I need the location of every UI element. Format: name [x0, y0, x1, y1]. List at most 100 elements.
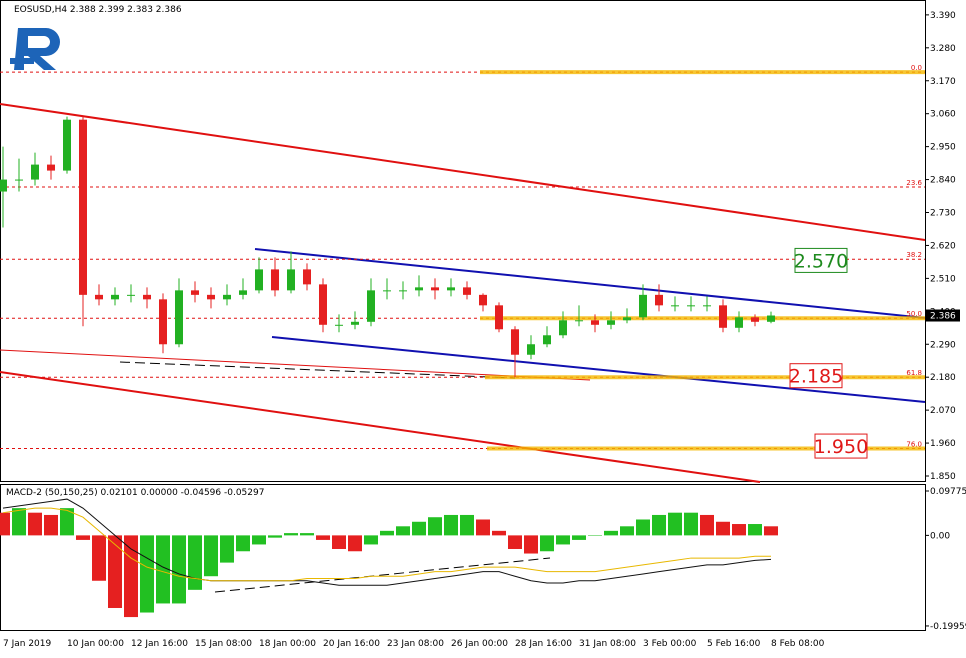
y-tick-label: 3.060 [930, 110, 956, 120]
price-title: EOSUSD,H4 2.388 2.399 2.383 2.386 [14, 5, 182, 15]
macd-bar [700, 514, 714, 536]
candle-body [383, 290, 391, 292]
macd-title: MACD-2 (50,150,25) 0.02101 0.00000 -0.04… [6, 488, 264, 498]
candle-body [719, 305, 727, 328]
fib-label: 0.0 [911, 64, 922, 72]
target-box [814, 433, 868, 459]
candle-body [15, 179, 23, 181]
candle-body [175, 290, 183, 345]
price-frame [0, 0, 926, 482]
y-tick-label: 2.180 [930, 373, 956, 383]
x-tick-label: 3 Feb 00:00 [643, 639, 697, 649]
y-tick-label: 2.510 [930, 274, 956, 284]
y-tick-label: 0.00 [930, 531, 950, 541]
candle-body [31, 164, 39, 180]
macd-bar [652, 514, 666, 536]
candle-body [239, 290, 247, 295]
macd-bar [476, 519, 490, 536]
macd-bar [588, 535, 602, 536]
x-tick-label: 12 Jan 16:00 [131, 639, 188, 649]
candle-body [351, 321, 359, 325]
candle-body [223, 294, 231, 300]
x-tick-label: 26 Jan 00:00 [451, 639, 508, 649]
macd-bar [44, 514, 58, 536]
macd-bar [92, 535, 106, 581]
fib-label: 61.8 [906, 369, 922, 377]
macd-bar [140, 535, 154, 613]
target-label: 2.185 [789, 366, 843, 388]
macd-bar [492, 530, 506, 536]
macd-bar [540, 535, 554, 552]
x-tick-label: 10 Jan 00:00 [67, 639, 124, 649]
macd-bar [12, 508, 26, 536]
macd-bar [732, 524, 746, 536]
macd-bar [284, 533, 298, 536]
candle-body [559, 320, 567, 336]
macd-bar [108, 535, 122, 608]
macd-bar [268, 535, 282, 538]
candle-body [767, 315, 775, 322]
macd-bar [220, 535, 234, 563]
macd-bar [252, 535, 266, 545]
macd-bar [300, 533, 314, 536]
candle-body [303, 269, 311, 285]
candle-body [367, 290, 375, 322]
macd-bar [684, 512, 698, 536]
candle-body [271, 269, 279, 291]
fib-label: 38.2 [906, 251, 922, 259]
y-tick-label: 3.390 [930, 11, 956, 21]
candle-body [47, 164, 55, 171]
target-label: 1.950 [814, 436, 868, 458]
macd-bar [428, 517, 442, 536]
last-price-box [926, 309, 960, 322]
macd-bar [156, 535, 170, 604]
x-tick-label: 31 Jan 08:00 [579, 639, 636, 649]
candle-body [191, 290, 199, 295]
macd-bar [316, 535, 330, 540]
candle-body [63, 119, 71, 171]
target-box [794, 247, 848, 273]
macd-bar [764, 526, 778, 536]
macd-bar [364, 535, 378, 545]
candle-body [655, 294, 663, 306]
candle-body [415, 287, 423, 291]
candle-body [0, 179, 7, 192]
y-tick-label: 3.280 [930, 44, 956, 54]
candle-body [511, 329, 519, 355]
target-label: 2.570 [794, 250, 848, 272]
macd-bar [620, 526, 634, 536]
logo [10, 28, 60, 70]
y-tick-label: 3.170 [930, 77, 956, 87]
candle-body [335, 324, 343, 326]
fib-label: 76.0 [906, 440, 922, 448]
target-box [789, 363, 843, 389]
x-tick-label: 20 Jan 16:00 [323, 639, 380, 649]
candle-body [255, 269, 263, 291]
macd-bar [76, 535, 90, 540]
macd-bar [396, 526, 410, 536]
x-tick-label: 5 Feb 16:00 [707, 639, 761, 649]
fib-label: 23.6 [906, 179, 922, 187]
candle-body [751, 317, 759, 322]
y-tick-label: 2.290 [930, 340, 956, 350]
candle-body [607, 320, 615, 325]
candle-body [399, 290, 407, 292]
macd-bar [508, 535, 522, 549]
x-tick-label: 8 Feb 08:00 [771, 639, 825, 649]
macd-bar [124, 535, 138, 618]
y-tick-label: 1.850 [930, 472, 956, 482]
candle-body [687, 305, 695, 307]
macd-bar [28, 512, 42, 536]
macd-line [2, 498, 772, 586]
candle-body [111, 294, 119, 300]
y-tick-label: 2.730 [930, 209, 956, 219]
macd-bar [524, 535, 538, 554]
candle-body [447, 287, 455, 291]
macd-bar [332, 535, 346, 549]
candle-body [703, 305, 711, 307]
candle-body [463, 287, 471, 295]
candle-body [639, 294, 647, 318]
x-tick-label: 15 Jan 08:00 [195, 639, 252, 649]
candle-body [95, 294, 103, 300]
candle-body [495, 305, 503, 330]
